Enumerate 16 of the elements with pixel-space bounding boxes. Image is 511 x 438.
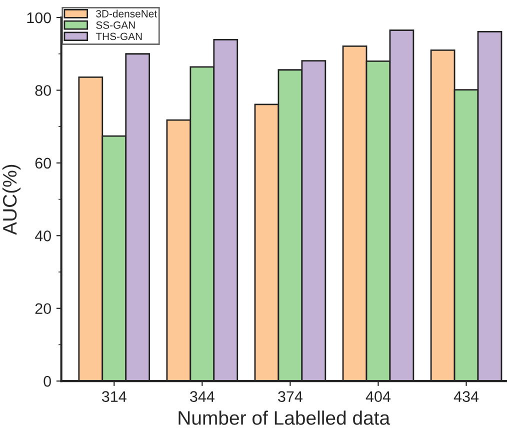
y-tick-label: 60 xyxy=(35,158,51,169)
x-tick-label: 314 xyxy=(102,391,126,402)
legend-label: THS-GAN xyxy=(96,32,142,40)
legend-label: 3D-denseNet xyxy=(96,10,157,18)
y-tick-label: 100 xyxy=(27,12,52,24)
y-tick-label: 0 xyxy=(44,376,51,387)
y-tick-label: 40 xyxy=(34,230,51,242)
x-tick-label: 374 xyxy=(278,391,303,402)
y-tick-label: 20 xyxy=(35,303,51,314)
x-tick-label: 404 xyxy=(366,391,391,402)
x-tick-label: 434 xyxy=(454,391,479,402)
y-tick-label: 80 xyxy=(35,85,51,96)
legend-label: SS-GAN xyxy=(96,21,135,29)
x-axis-title: Number of Labelled data xyxy=(178,410,390,425)
x-tick-label: 344 xyxy=(190,391,214,402)
y-axis-title: AUC(%) xyxy=(2,164,21,235)
